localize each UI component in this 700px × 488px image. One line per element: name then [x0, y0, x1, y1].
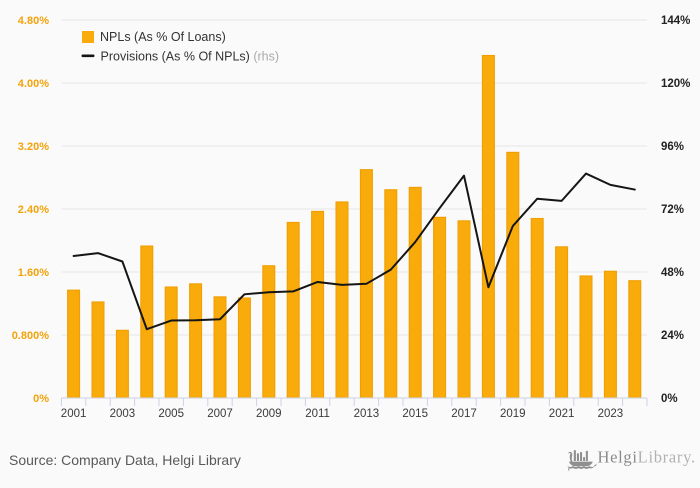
svg-text:2003: 2003: [110, 408, 136, 420]
svg-text:4.00%: 4.00%: [18, 78, 49, 90]
svg-text:48%: 48%: [661, 267, 684, 279]
svg-text:3.20%: 3.20%: [18, 141, 49, 153]
svg-text:0%: 0%: [661, 393, 678, 405]
svg-text:2019: 2019: [500, 408, 526, 420]
svg-text:NPLs (As % Of Loans): NPLs (As % Of Loans): [100, 30, 226, 44]
svg-text:4.80%: 4.80%: [18, 15, 49, 27]
svg-text:0.800%: 0.800%: [12, 330, 50, 342]
svg-text:24%: 24%: [661, 330, 684, 342]
svg-text:2015: 2015: [402, 408, 428, 420]
svg-text:HelgiLibrary.: HelgiLibrary.: [598, 448, 696, 467]
svg-text:120%: 120%: [661, 78, 690, 90]
svg-text:2017: 2017: [451, 408, 477, 420]
svg-text:2009: 2009: [256, 408, 282, 420]
svg-text:Provisions (As % Of NPLs) (rhs: Provisions (As % Of NPLs) (rhs): [101, 50, 280, 64]
svg-text:Source: Company Data, Helgi Li: Source: Company Data, Helgi Library: [9, 452, 241, 468]
svg-text:2.40%: 2.40%: [18, 204, 49, 216]
svg-text:2007: 2007: [207, 408, 233, 420]
svg-text:0%: 0%: [33, 393, 49, 405]
svg-text:2001: 2001: [61, 408, 87, 420]
svg-text:2011: 2011: [305, 408, 330, 420]
svg-text:1.60%: 1.60%: [18, 267, 49, 279]
svg-text:144%: 144%: [661, 15, 690, 27]
svg-text:2013: 2013: [354, 408, 380, 420]
svg-text:2005: 2005: [158, 408, 184, 420]
svg-text:2023: 2023: [598, 408, 624, 420]
svg-text:96%: 96%: [661, 141, 684, 153]
svg-text:72%: 72%: [661, 204, 684, 216]
svg-text:2021: 2021: [549, 408, 575, 420]
